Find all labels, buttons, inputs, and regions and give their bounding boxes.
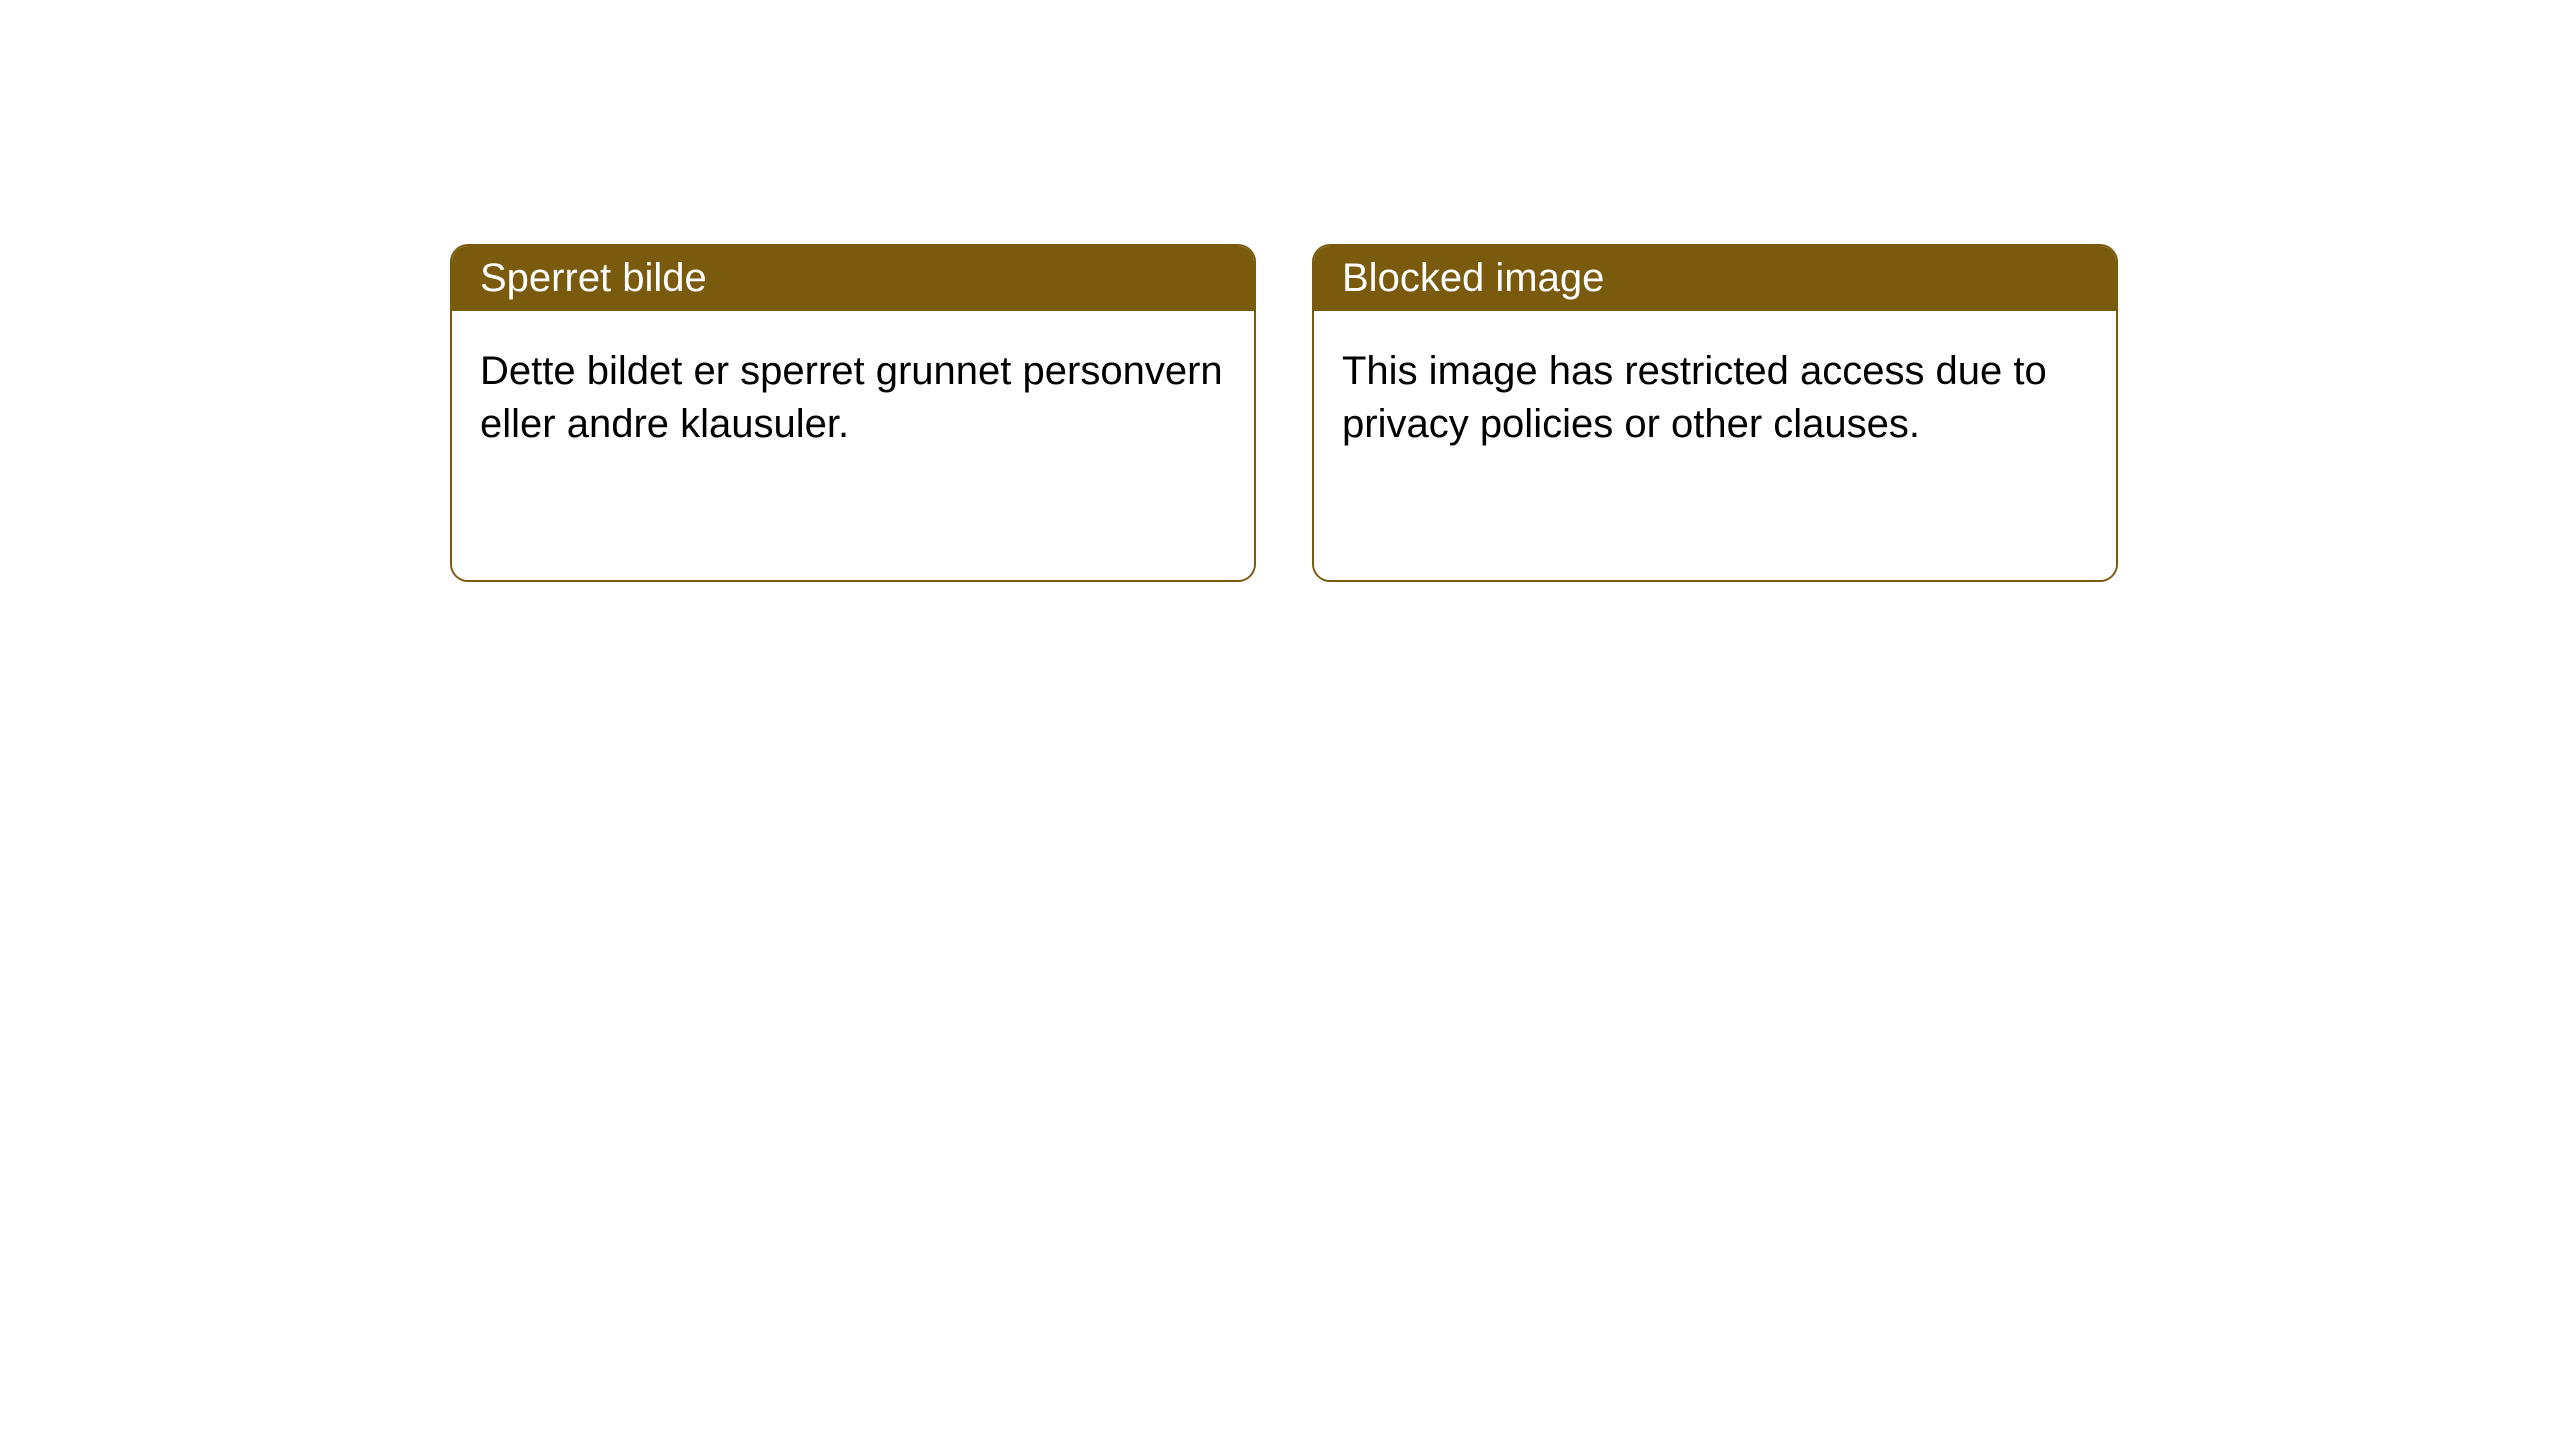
notice-card-norwegian: Sperret bilde Dette bildet er sperret gr…: [450, 244, 1256, 582]
notice-card-english: Blocked image This image has restricted …: [1312, 244, 2118, 582]
notice-card-body: Dette bildet er sperret grunnet personve…: [452, 311, 1254, 580]
notice-card-body: This image has restricted access due to …: [1314, 311, 2116, 580]
notice-card-text: Dette bildet er sperret grunnet personve…: [480, 349, 1223, 446]
notice-card-header: Blocked image: [1314, 246, 2116, 311]
notice-card-header: Sperret bilde: [452, 246, 1254, 311]
notice-cards-container: Sperret bilde Dette bildet er sperret gr…: [450, 244, 2118, 582]
notice-card-title: Blocked image: [1342, 256, 1604, 300]
notice-card-text: This image has restricted access due to …: [1342, 349, 2047, 446]
notice-card-title: Sperret bilde: [480, 256, 707, 300]
